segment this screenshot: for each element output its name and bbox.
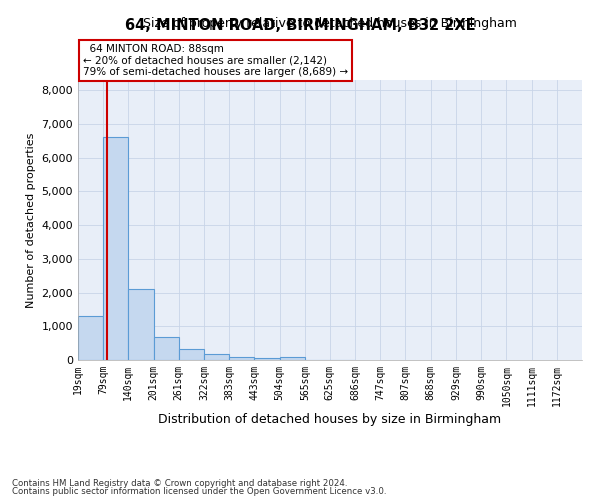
Bar [280,356,305,360]
Bar [254,358,280,360]
Text: 64 MINTON ROAD: 88sqm
← 20% of detached houses are smaller (2,142)
79% of semi-d: 64 MINTON ROAD: 88sqm ← 20% of detached … [83,44,348,77]
Text: Contains public sector information licensed under the Open Government Licence v3: Contains public sector information licen… [12,487,386,496]
Bar [229,357,254,360]
Text: Contains HM Land Registry data © Crown copyright and database right 2024.: Contains HM Land Registry data © Crown c… [12,478,347,488]
Bar [128,289,154,360]
Bar [204,354,229,360]
Title: Size of property relative to detached houses in Birmingham: Size of property relative to detached ho… [143,17,517,30]
Text: 64, MINTON ROAD, BIRMINGHAM, B32 2XE: 64, MINTON ROAD, BIRMINGHAM, B32 2XE [125,18,475,32]
Bar [103,138,128,360]
X-axis label: Distribution of detached houses by size in Birmingham: Distribution of detached houses by size … [158,413,502,426]
Y-axis label: Number of detached properties: Number of detached properties [26,132,36,308]
Bar [179,349,204,360]
Bar [78,316,103,360]
Bar [154,337,179,360]
